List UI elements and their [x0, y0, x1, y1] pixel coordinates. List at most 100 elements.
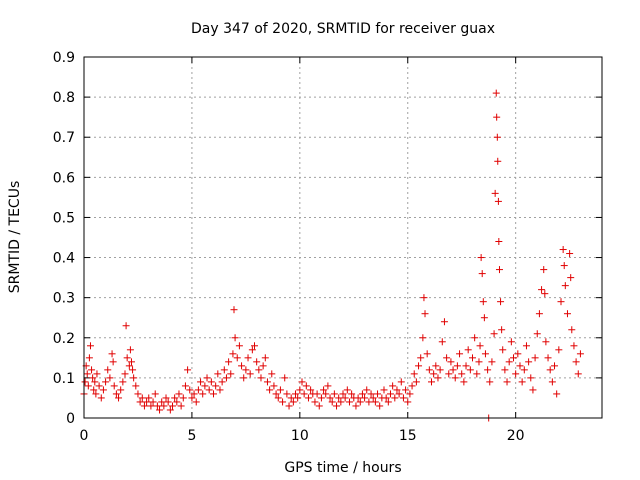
data-point [449, 366, 457, 374]
data-point [486, 378, 494, 386]
x-tick-label: 15 [399, 428, 417, 444]
data-point [253, 358, 261, 366]
data-point [88, 366, 96, 374]
data-point [106, 374, 114, 382]
data-point [121, 370, 129, 378]
data-point [491, 189, 499, 197]
data-point [263, 378, 271, 386]
data-point [507, 338, 515, 346]
data-point [393, 386, 401, 394]
data-point [97, 394, 105, 402]
data-point [522, 342, 530, 350]
data-point [514, 350, 522, 358]
data-point [399, 394, 407, 402]
data-point [427, 378, 435, 386]
data-point [333, 402, 341, 410]
data-point [93, 370, 101, 378]
data-point [134, 390, 142, 398]
data-point [553, 390, 561, 398]
data-point [143, 398, 151, 406]
chart-title: Day 347 of 2020, SRMTID for receiver gua… [191, 21, 495, 37]
data-point [438, 338, 446, 346]
data-point [313, 390, 321, 398]
data-point [259, 362, 267, 370]
data-point [203, 374, 211, 382]
data-point [567, 274, 575, 282]
data-point [478, 270, 486, 278]
data-point [503, 378, 511, 386]
y-tick-label: 0.1 [53, 371, 75, 387]
data-point [425, 366, 433, 374]
data-point [156, 406, 164, 414]
data-point [95, 382, 103, 390]
data-point [326, 394, 334, 402]
data-point [207, 378, 215, 386]
data-point [266, 386, 274, 394]
data-point [83, 370, 91, 378]
data-point [544, 354, 552, 362]
y-tick-label: 0.9 [53, 50, 75, 66]
data-point [125, 362, 133, 370]
data-point [443, 354, 451, 362]
data-points [80, 89, 584, 422]
data-point [561, 282, 569, 290]
data-point [304, 394, 312, 402]
data-point [181, 382, 189, 390]
data-point [145, 394, 153, 402]
data-point [337, 398, 345, 406]
data-point [559, 246, 567, 254]
data-point [495, 266, 503, 274]
data-point [501, 366, 509, 374]
y-tick-label: 0.2 [53, 331, 75, 347]
data-point [518, 378, 526, 386]
axis-ticks: 0 5 10 15 20 0 0.1 0.2 0.3 0.4 0.5 0.6 0.7 0.8 0.9 [53, 50, 602, 444]
data-point [343, 386, 351, 394]
data-point [498, 326, 506, 334]
data-point [541, 290, 549, 298]
data-point [279, 398, 287, 406]
data-point [527, 374, 535, 382]
data-point [104, 366, 112, 374]
data-point [548, 378, 556, 386]
data-point [322, 390, 330, 398]
data-point [473, 370, 481, 378]
data-point [164, 398, 172, 406]
data-point [499, 346, 507, 354]
data-point [488, 358, 496, 366]
data-point [516, 362, 524, 370]
data-point [555, 346, 563, 354]
data-point [127, 358, 135, 366]
data-point [129, 366, 137, 374]
data-point [395, 390, 403, 398]
data-point [188, 394, 196, 402]
data-point [257, 374, 265, 382]
data-point [533, 330, 541, 338]
data-point [430, 370, 438, 378]
data-point [302, 382, 310, 390]
data-point [205, 386, 213, 394]
data-point [358, 390, 366, 398]
data-point [285, 402, 293, 410]
data-point [531, 354, 539, 362]
data-point [404, 398, 412, 406]
data-point [147, 402, 155, 410]
data-point [112, 390, 120, 398]
data-point [201, 382, 209, 390]
data-point [307, 386, 315, 394]
data-point [348, 390, 356, 398]
data-point [540, 266, 548, 274]
data-point [122, 322, 130, 330]
data-point [406, 390, 414, 398]
data-point [397, 378, 405, 386]
data-point [199, 390, 207, 398]
data-point [538, 286, 546, 294]
data-point [382, 394, 390, 402]
data-point [184, 366, 192, 374]
data-point [85, 354, 93, 362]
data-point [320, 386, 328, 394]
data-point [456, 350, 464, 358]
data-point [402, 386, 410, 394]
data-point [412, 378, 420, 386]
data-point [160, 402, 168, 410]
